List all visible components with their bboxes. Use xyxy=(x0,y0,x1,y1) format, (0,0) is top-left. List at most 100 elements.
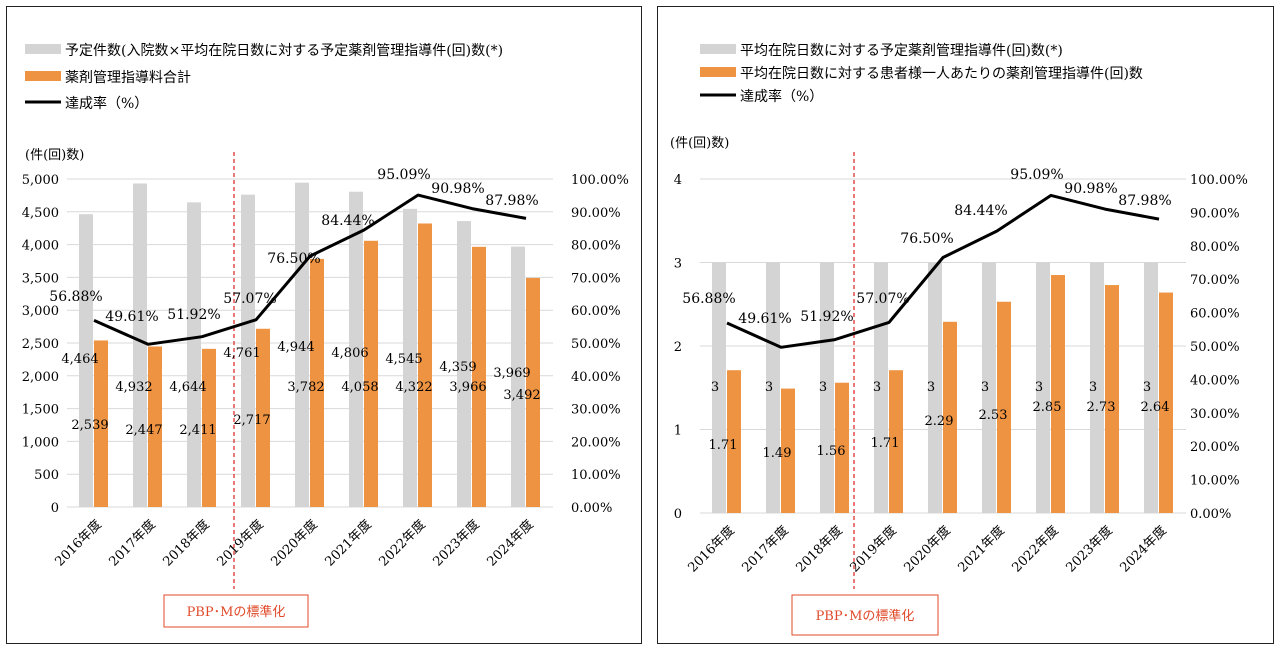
bar-gray-4 xyxy=(928,262,942,513)
bar-gray-label-4: 4,944 xyxy=(277,340,314,355)
line-label-3: 57.07% xyxy=(856,291,909,307)
bar-gray-3 xyxy=(241,194,255,507)
bar-gray-label-7: 3 xyxy=(1089,380,1097,395)
line-label-4: 76.50% xyxy=(900,231,953,247)
bar-orange-8 xyxy=(526,277,540,507)
y2-tick-label: 100.00% xyxy=(571,173,629,188)
bar-orange-2 xyxy=(835,382,849,513)
x-category-label-6: 2022年度 xyxy=(1009,523,1062,576)
bar-gray-5 xyxy=(982,262,996,513)
bar-gray-2 xyxy=(820,262,834,513)
bar-orange-label-0: 2,539 xyxy=(71,418,108,433)
bar-orange-7 xyxy=(1105,285,1119,513)
bar-orange-label-4: 2.29 xyxy=(925,414,954,429)
y-tick-label: 0 xyxy=(51,501,59,516)
bar-orange-label-3: 1.71 xyxy=(871,436,900,451)
bar-orange-1 xyxy=(148,346,162,507)
y2-tick-label: 30.00% xyxy=(571,403,621,418)
x-category-label-3: 2019年度 xyxy=(214,517,267,570)
line-label-2: 51.92% xyxy=(167,307,220,323)
bar-gray-label-1: 3 xyxy=(765,380,773,395)
bar-gray-label-6: 3 xyxy=(1035,380,1043,395)
bar-gray-label-8: 3 xyxy=(1143,380,1151,395)
bar-gray-1 xyxy=(766,262,780,513)
x-category-label-3: 2019年度 xyxy=(847,523,900,576)
bar-orange-5 xyxy=(997,301,1011,513)
legend-label-2: 達成率（%） xyxy=(65,95,148,112)
bar-orange-5 xyxy=(364,240,378,507)
y-tick-label: 4,500 xyxy=(22,206,59,221)
y-tick-label: 4 xyxy=(674,173,682,188)
y-tick-label: 4,000 xyxy=(22,239,59,254)
y2-tick-label: 30.00% xyxy=(1190,407,1240,422)
bar-orange-label-7: 3,966 xyxy=(449,380,486,395)
x-category-label-5: 2021年度 xyxy=(955,523,1008,576)
y-axis-title: (件(回)数) xyxy=(670,136,729,151)
annotation-text: PBP･Mの標準化 xyxy=(816,608,915,624)
legend-swatch-0 xyxy=(25,44,61,54)
y2-tick-label: 50.00% xyxy=(1190,340,1240,355)
bar-orange-4 xyxy=(310,258,324,507)
bar-gray-8 xyxy=(1144,262,1158,513)
line-label-4: 76.50% xyxy=(267,251,320,267)
bar-gray-5 xyxy=(349,191,363,508)
y2-tick-label: 60.00% xyxy=(571,304,621,319)
y2-tick-label: 90.00% xyxy=(571,206,621,221)
x-category-label-7: 2023年度 xyxy=(1063,523,1116,576)
annotation-text: PBP･Mの標準化 xyxy=(187,604,286,620)
y2-tick-label: 20.00% xyxy=(571,435,621,450)
bar-gray-2 xyxy=(187,202,201,507)
bar-orange-label-5: 2.53 xyxy=(979,408,1008,423)
x-category-label-1: 2017年度 xyxy=(106,517,159,570)
bar-gray-label-3: 4,761 xyxy=(223,346,260,361)
x-category-label-2: 2018年度 xyxy=(160,517,213,570)
y2-tick-label: 10.00% xyxy=(1190,474,1240,489)
y2-tick-label: 40.00% xyxy=(571,370,621,385)
x-category-label-0: 2016年度 xyxy=(52,517,105,570)
y-tick-label: 1,500 xyxy=(22,403,59,418)
bar-orange-8 xyxy=(1159,292,1173,513)
bar-gray-label-0: 4,464 xyxy=(61,352,98,367)
bar-gray-4 xyxy=(295,182,309,508)
bar-gray-7 xyxy=(457,221,471,507)
x-category-label-4: 2020年度 xyxy=(268,517,321,570)
bar-orange-4 xyxy=(943,321,957,513)
x-category-label-4: 2020年度 xyxy=(901,523,954,576)
x-category-label-2: 2018年度 xyxy=(793,523,846,576)
bar-gray-label-3: 3 xyxy=(873,380,881,395)
bar-orange-label-1: 2,447 xyxy=(125,423,162,438)
x-category-label-5: 2021年度 xyxy=(322,517,375,570)
bar-gray-6 xyxy=(1036,262,1050,513)
bar-orange-label-7: 2.73 xyxy=(1087,400,1116,415)
line-label-8: 87.98% xyxy=(485,193,538,209)
legend-swatch-1 xyxy=(25,71,61,81)
legend-label-1: 平均在院日数に対する患者様一人あたりの薬剤管理指導件(回)数 xyxy=(740,66,1143,82)
bar-gray-7 xyxy=(1090,262,1104,513)
bar-orange-label-0: 1.71 xyxy=(709,438,738,453)
line-label-0: 56.88% xyxy=(49,289,102,305)
y2-tick-label: 100.00% xyxy=(1190,173,1248,188)
bar-orange-label-4: 3,782 xyxy=(287,380,324,395)
y2-tick-label: 50.00% xyxy=(571,337,621,352)
bar-gray-1 xyxy=(133,183,147,507)
bar-orange-1 xyxy=(781,388,795,513)
bar-gray-label-2: 3 xyxy=(819,380,827,395)
bar-gray-0 xyxy=(79,214,93,507)
y-tick-label: 1,000 xyxy=(22,435,59,450)
line-label-1: 49.61% xyxy=(105,309,158,325)
bar-gray-label-8: 3,969 xyxy=(493,366,530,381)
line-label-3: 57.07% xyxy=(223,291,276,307)
y2-tick-label: 10.00% xyxy=(571,468,621,483)
y2-tick-label: 90.00% xyxy=(1190,206,1240,221)
legend-label-0: 予定件数(入院数×平均在院日数に対する予定薬剤管理指導件(回)数(*) xyxy=(65,43,503,59)
right-chart-panel: 平均在院日数に対する予定薬剤管理指導件(回)数(*) 平均在院日数に対する患者様一… xyxy=(657,6,1274,644)
legend-label-1: 薬剤管理指導料合計 xyxy=(65,70,191,86)
y2-tick-label: 60.00% xyxy=(1190,307,1240,322)
annotation-box xyxy=(791,594,939,636)
bar-gray-label-7: 4,359 xyxy=(439,360,476,375)
bar-gray-label-0: 3 xyxy=(711,380,719,395)
x-category-label-7: 2023年度 xyxy=(430,517,483,570)
bar-orange-label-6: 4,322 xyxy=(395,380,432,395)
bar-orange-3 xyxy=(256,328,270,507)
y2-tick-label: 40.00% xyxy=(1190,373,1240,388)
